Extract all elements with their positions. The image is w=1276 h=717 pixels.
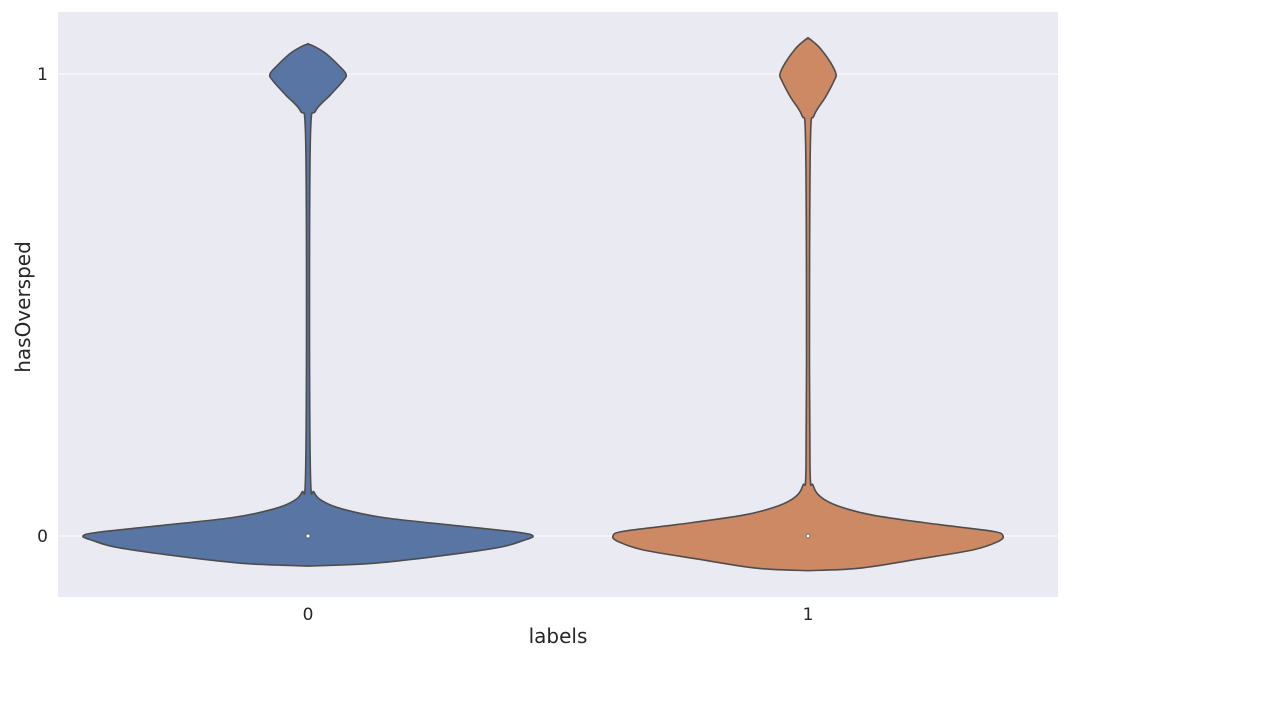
y-tick-labels: 01	[37, 65, 48, 547]
median-marker-1	[805, 533, 811, 539]
x-tick-label-0: 0	[303, 605, 314, 625]
y-axis-label: hasOversped	[11, 241, 35, 373]
x-axis-label: labels	[529, 624, 588, 648]
x-tick-label-1: 1	[803, 605, 814, 625]
violin-0	[82, 42, 534, 567]
violin-1	[611, 36, 1005, 572]
y-tick-label-0: 0	[37, 527, 48, 547]
plot-background	[58, 12, 1058, 597]
median-marker-0	[305, 533, 311, 539]
violins	[82, 36, 1005, 572]
y-tick-label-1: 1	[37, 65, 48, 85]
